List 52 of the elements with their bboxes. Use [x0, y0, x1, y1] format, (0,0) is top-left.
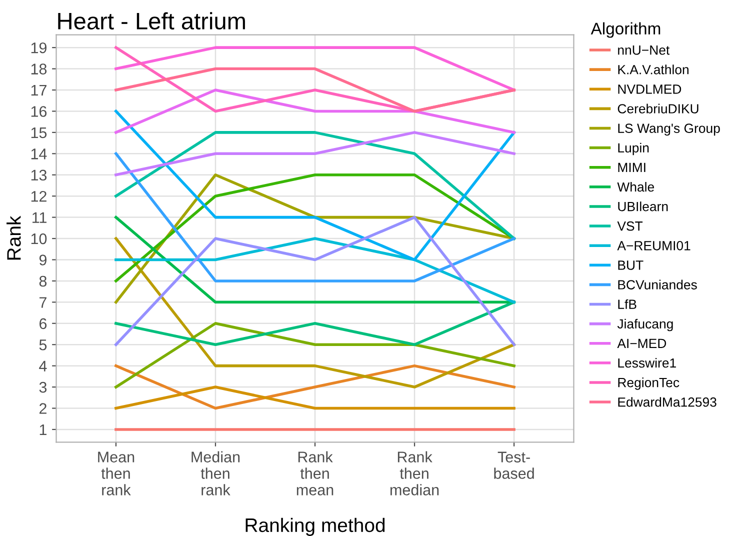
y-tick-label: 13: [31, 170, 47, 181]
legend-label: A−REUMI01: [617, 240, 690, 250]
chart-title: Heart - Left atrium: [58, 12, 245, 30]
line-series: [114, 216, 516, 346]
line-series: [114, 237, 516, 388]
legend-label: K.A.V.athlon: [618, 64, 688, 74]
legend-label: Lupin: [618, 142, 649, 156]
x-tick-label: Test- based: [494, 452, 534, 479]
x-tick-label: Rank then mean: [296, 451, 334, 496]
legend-label: UBIlearn: [618, 202, 668, 212]
line-series: [114, 322, 516, 388]
legend-label: LfB: [618, 299, 636, 309]
y-axis-title: Rank: [6, 216, 21, 260]
y-tick-label: 6: [40, 318, 47, 330]
y-tick-label: 2: [39, 403, 46, 414]
legend-label: NVDLMED: [618, 84, 682, 94]
x-tick-label: Mean then rank: [98, 452, 134, 496]
legend-label: Lesswire1: [618, 358, 676, 368]
line-series: [114, 110, 516, 262]
legend-label: EdwardMa12593: [618, 397, 716, 407]
y-tick-label: 15: [31, 127, 47, 138]
x-tick-label: Rank then median: [390, 451, 439, 496]
y-tick-label: 1: [40, 424, 46, 436]
y-tick-label: 7: [40, 297, 46, 308]
legend-label: Jiafucang: [617, 318, 673, 332]
y-tick-label: 11: [32, 212, 46, 223]
legend-label: LS Wang's Group: [618, 124, 720, 136]
y-tick-label: 19: [31, 42, 46, 54]
legend-label: RegionTec: [618, 378, 680, 390]
y-tick-label: 4: [39, 360, 47, 372]
legend-label: BUT: [618, 260, 644, 270]
y-tick-label: 16: [31, 106, 47, 117]
x-axis-title: Ranking method: [246, 518, 385, 536]
legend-label: nnU−Net: [618, 46, 670, 55]
y-tick-label: 9: [39, 254, 46, 266]
legend-label: VST: [617, 221, 643, 231]
y-tick-label: 3: [39, 382, 47, 393]
y-tick-label: 5: [39, 340, 47, 350]
legend-label: BCVuniandes: [618, 280, 697, 290]
x-tick-label: Median then rank: [192, 451, 240, 496]
y-tick-label: 17: [31, 85, 46, 96]
y-tick-label: 18: [31, 64, 47, 74]
legend-label: MIMI: [618, 162, 646, 172]
y-tick-label: 8: [39, 276, 47, 287]
legend-label: Whale: [617, 182, 654, 192]
y-tick-label: 14: [31, 148, 47, 160]
y-tick-label: 10: [31, 233, 47, 244]
line-series: [114, 131, 516, 240]
y-tick-label: 12: [31, 190, 46, 202]
legend-title: Algorithm: [590, 22, 660, 38]
legend-label: AI−MED: [617, 338, 666, 348]
legend-label: CerebriuDIKU: [618, 104, 698, 114]
